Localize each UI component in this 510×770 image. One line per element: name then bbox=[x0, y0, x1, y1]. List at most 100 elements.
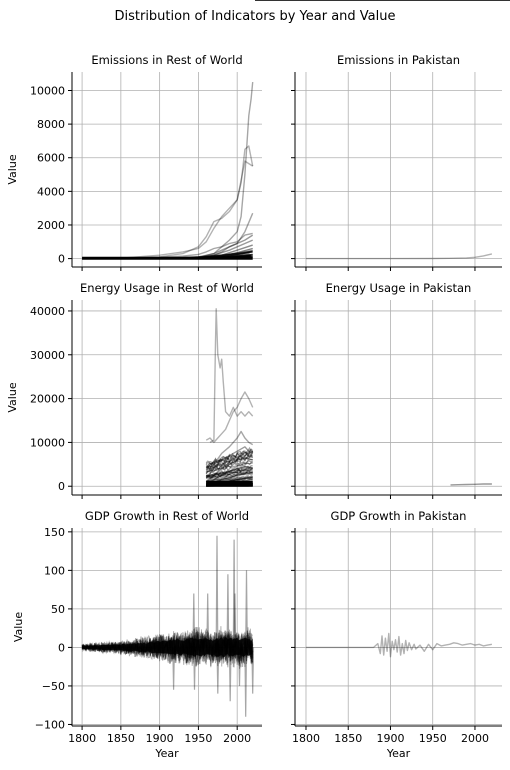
x-tick-label: 1850 bbox=[107, 732, 135, 745]
series-line bbox=[206, 475, 253, 482]
subplot-5: 1800 1850 1900 1950 2000 GDP Growth in Pakist… bbox=[291, 509, 502, 760]
x-tick-label: 1950 bbox=[184, 732, 212, 745]
spike-line bbox=[172, 647, 175, 690]
y-tick-label: 10000 bbox=[30, 436, 65, 449]
spike-line bbox=[228, 647, 232, 702]
spike-line bbox=[216, 647, 220, 694]
series-line bbox=[206, 467, 253, 477]
series-line bbox=[206, 477, 253, 483]
spike-line bbox=[226, 574, 230, 648]
series-line bbox=[205, 391, 254, 444]
series-group bbox=[450, 483, 492, 486]
spike-line bbox=[192, 593, 196, 648]
subplot-1: Emissions in Pakistan bbox=[291, 53, 502, 271]
y-tick-label: 50 bbox=[51, 603, 65, 616]
series-line bbox=[205, 461, 253, 475]
series-group bbox=[82, 82, 254, 260]
spike-line bbox=[232, 539, 236, 648]
y-tick-label: 40000 bbox=[30, 305, 65, 318]
series-line bbox=[205, 457, 253, 483]
subplot-0: 0 2000 4000 6000 8000 10000 Emissions in Rest … bbox=[6, 53, 262, 271]
series-line bbox=[120, 82, 254, 260]
subplot-title: Emissions in Pakistan bbox=[337, 53, 460, 67]
dense-band bbox=[82, 637, 253, 658]
series-line bbox=[205, 473, 254, 481]
subplot-3: Energy Usage in Pakistan bbox=[291, 281, 502, 499]
y-tick-label: 2000 bbox=[37, 219, 65, 232]
spike-line bbox=[251, 647, 255, 694]
x-tick-label: 1800 bbox=[292, 732, 320, 745]
series-line bbox=[205, 449, 253, 466]
spike-line bbox=[238, 647, 241, 686]
series-line bbox=[205, 447, 254, 468]
y-tick-label: 100 bbox=[44, 564, 65, 577]
y-tick-label: 30000 bbox=[30, 349, 65, 362]
series-line bbox=[205, 454, 253, 471]
spike-line bbox=[233, 593, 237, 648]
x-tick-label: 1900 bbox=[376, 732, 404, 745]
y-tick-label: 20000 bbox=[30, 393, 65, 406]
series-line bbox=[205, 454, 254, 471]
series-line bbox=[450, 483, 492, 486]
x-tick-label: 1800 bbox=[68, 732, 96, 745]
y-tick-label: 0 bbox=[58, 480, 65, 493]
series-line bbox=[206, 464, 253, 477]
series-line bbox=[205, 465, 253, 485]
series-line bbox=[205, 450, 254, 468]
series-group bbox=[306, 632, 493, 658]
y-tick-label: −50 bbox=[42, 680, 65, 693]
x-tick-label: 1900 bbox=[146, 732, 174, 745]
series-line bbox=[209, 308, 254, 444]
series-line bbox=[205, 468, 254, 478]
panels: 0 2000 4000 6000 8000 10000 Emissions in Rest … bbox=[6, 53, 502, 760]
x-tick-label: 1850 bbox=[334, 732, 362, 745]
x-axis-label: Year bbox=[386, 747, 411, 760]
series-group bbox=[81, 535, 255, 717]
subplot-title: Emissions in Rest of World bbox=[91, 53, 242, 67]
spike-line bbox=[245, 570, 248, 648]
series-line bbox=[205, 430, 254, 474]
series-line bbox=[206, 450, 254, 468]
y-axis-label: Value bbox=[12, 612, 25, 642]
series-line bbox=[306, 253, 493, 260]
figure-suptitle: Distribution of Indicators by Year and V… bbox=[114, 9, 395, 24]
series-group bbox=[306, 253, 493, 260]
series-line bbox=[306, 632, 493, 658]
series-line bbox=[206, 470, 253, 478]
x-axis-label: Year bbox=[154, 747, 179, 760]
x-tick-label: 1950 bbox=[419, 732, 447, 745]
y-tick-label: 4000 bbox=[37, 185, 65, 198]
y-tick-label: 8000 bbox=[37, 118, 65, 131]
subplot-4: 1800 1850 1900 1950 2000 −100 −50 0 50 100 150 GDP … bbox=[12, 509, 262, 760]
spike-line bbox=[244, 647, 248, 717]
series-line bbox=[205, 446, 254, 478]
y-tick-label: 0 bbox=[58, 641, 65, 654]
subplot-title: Energy Usage in Pakistan bbox=[326, 281, 472, 295]
series-line bbox=[205, 455, 253, 470]
spike-line bbox=[206, 593, 210, 648]
y-tick-label: −100 bbox=[35, 718, 65, 731]
series-line bbox=[205, 471, 253, 479]
y-axis-label: Value bbox=[6, 154, 19, 184]
series-line bbox=[82, 145, 254, 260]
x-tick-label: 2000 bbox=[223, 732, 251, 745]
subplot-2: 0 10000 20000 30000 40000 Energy Usage in Res… bbox=[6, 281, 262, 499]
y-tick-label: 6000 bbox=[37, 152, 65, 165]
series-line bbox=[205, 450, 254, 469]
series-line bbox=[205, 462, 253, 474]
subplot-title: GDP Growth in Rest of World bbox=[85, 509, 249, 523]
series-line bbox=[206, 470, 253, 479]
subplot-title: GDP Growth in Pakistan bbox=[331, 509, 467, 523]
subplot-title: Energy Usage in Rest of World bbox=[80, 281, 254, 295]
y-tick-label: 10000 bbox=[30, 84, 65, 97]
y-tick-label: 150 bbox=[44, 526, 65, 539]
series-line bbox=[205, 471, 253, 480]
spike-line bbox=[193, 647, 196, 690]
y-axis-label: Value bbox=[6, 382, 19, 412]
series-line bbox=[206, 475, 253, 482]
series-group bbox=[205, 308, 254, 487]
series-line bbox=[205, 467, 253, 477]
series-line bbox=[205, 467, 253, 477]
top-border-line bbox=[255, 0, 510, 1]
